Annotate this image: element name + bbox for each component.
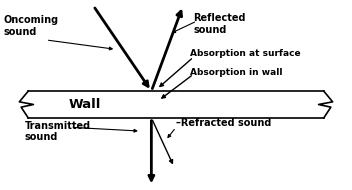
Text: Reflected
sound: Reflected sound <box>194 13 246 35</box>
Text: –Refracted sound: –Refracted sound <box>176 119 271 128</box>
Text: Transmitted
sound: Transmitted sound <box>25 121 91 142</box>
Text: Oncoming
sound: Oncoming sound <box>4 15 59 37</box>
Text: Absorption at surface: Absorption at surface <box>190 49 301 58</box>
Text: Wall: Wall <box>68 98 101 111</box>
Text: Absorption in wall: Absorption in wall <box>190 68 283 77</box>
